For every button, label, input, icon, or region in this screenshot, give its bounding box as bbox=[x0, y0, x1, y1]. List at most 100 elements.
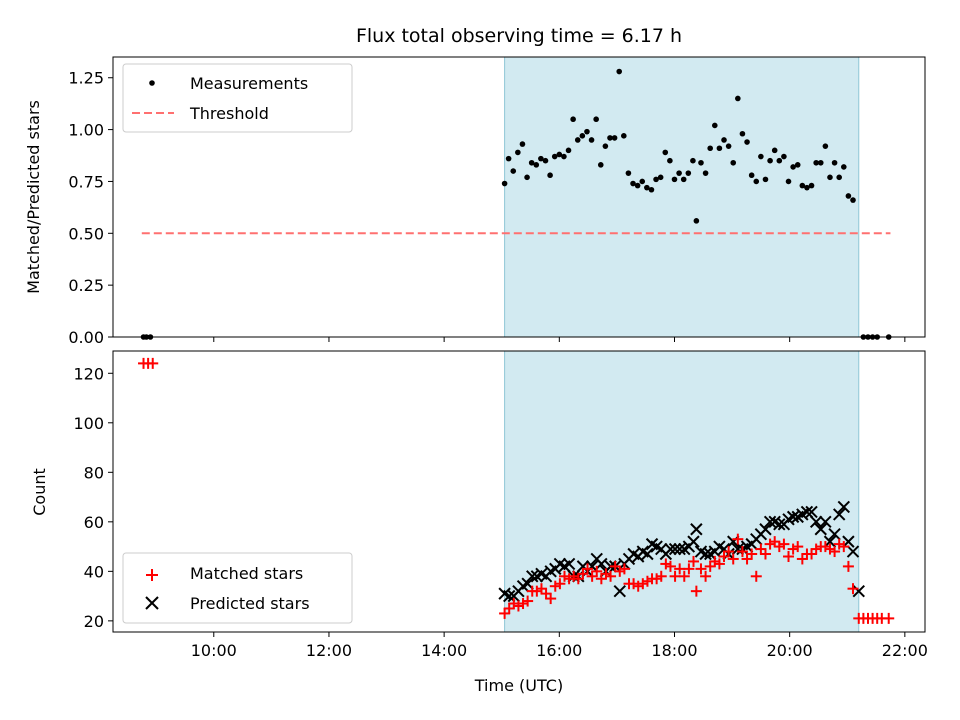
measurement-point bbox=[528, 159, 535, 166]
matched-star-point bbox=[778, 538, 790, 550]
count-panel-frame bbox=[112, 350, 926, 633]
measurement-point bbox=[561, 153, 567, 160]
predicted-star-point bbox=[668, 542, 682, 556]
predicted-star-point bbox=[526, 570, 539, 583]
measurement-point bbox=[667, 157, 673, 164]
matched-star-point bbox=[723, 546, 735, 558]
measurement-point bbox=[712, 122, 718, 129]
legend-measurements-marker bbox=[149, 80, 155, 86]
measurement-point bbox=[767, 157, 773, 164]
legend-matched-label: Matched stars bbox=[190, 564, 303, 583]
ratio-panel: 0.00 0.25 0.50 0.75 1.00 1.25 Matched/Predict… bbox=[24, 56, 926, 347]
predicted-star-point bbox=[805, 505, 818, 519]
predicted-star-point bbox=[664, 542, 677, 556]
measurement-point bbox=[565, 147, 572, 154]
matched-star-point bbox=[664, 560, 676, 572]
measurement-point bbox=[690, 157, 696, 164]
measurement-point bbox=[593, 116, 599, 123]
matched-star-point bbox=[695, 563, 707, 575]
measurement-point bbox=[725, 143, 732, 149]
matched-star-point bbox=[847, 583, 859, 595]
count-x-axis: 10:00 12:00 14:00 16:00 18:00 20:00 22:00 bbox=[191, 632, 928, 660]
y-tick-label: 100 bbox=[73, 414, 104, 433]
measurement-point bbox=[653, 176, 659, 183]
count-legend: Matched stars Predicted stars bbox=[122, 552, 353, 624]
matched-star-point bbox=[783, 550, 795, 562]
matched-star-point bbox=[713, 558, 725, 570]
measurement-point bbox=[744, 139, 750, 145]
observing-window-band bbox=[504, 56, 860, 338]
matched-star-point bbox=[582, 563, 594, 575]
x-tick-label: 14:00 bbox=[421, 641, 467, 660]
matched-star-point bbox=[687, 555, 699, 567]
measurement-point bbox=[702, 170, 709, 176]
y-tick-label: 20 bbox=[84, 612, 104, 631]
x-tick-label: 10:00 bbox=[191, 641, 237, 660]
predicted-star-point bbox=[832, 508, 846, 521]
matched-star-point bbox=[690, 585, 702, 597]
measurement-point bbox=[676, 170, 682, 176]
measurement-point bbox=[680, 176, 687, 183]
measurement-point bbox=[556, 151, 563, 158]
measurement-point bbox=[662, 149, 669, 156]
ratio-y-label: Matched/Predicted stars bbox=[24, 100, 43, 294]
predicted-star-point bbox=[673, 542, 686, 556]
measurement-point bbox=[519, 141, 526, 147]
predicted-star-point bbox=[846, 545, 860, 558]
matched-star-point bbox=[732, 533, 744, 545]
predicted-star-point bbox=[690, 523, 703, 536]
measurement-point bbox=[808, 182, 815, 189]
y-tick-label: 40 bbox=[84, 562, 104, 581]
measurement-point bbox=[716, 145, 723, 152]
measurement-point bbox=[758, 153, 764, 160]
measurement-point bbox=[602, 143, 609, 149]
y-tick-label: 1.25 bbox=[68, 69, 104, 88]
count-y-label: Count bbox=[30, 468, 49, 516]
measurement-point bbox=[547, 172, 553, 179]
legend-measurements-label: Measurements bbox=[190, 74, 308, 93]
legend-matched-marker bbox=[146, 569, 158, 581]
y-tick-label: 0.50 bbox=[68, 224, 104, 243]
measurement-point bbox=[634, 182, 641, 189]
measurement-point bbox=[776, 157, 783, 164]
measurement-point bbox=[817, 159, 824, 166]
measurement-point bbox=[831, 159, 838, 166]
measurement-point bbox=[648, 186, 655, 193]
measurement-point bbox=[721, 137, 727, 143]
matched-star-point bbox=[727, 553, 739, 565]
measurement-point bbox=[542, 157, 549, 164]
y-tick-label: 0.75 bbox=[68, 172, 104, 191]
measurement-point bbox=[748, 172, 755, 179]
predicted-star-point bbox=[699, 547, 712, 561]
measurement-point bbox=[505, 155, 512, 162]
matched-stars-series bbox=[138, 357, 895, 624]
matched-star-point bbox=[678, 570, 690, 582]
measurement-point bbox=[693, 218, 700, 224]
measurement-point bbox=[730, 159, 737, 166]
predicted-star-point bbox=[819, 515, 832, 529]
measurement-point bbox=[850, 197, 856, 203]
ratio-legend: Measurements Threshold bbox=[122, 63, 353, 133]
measurement-point bbox=[836, 174, 842, 181]
measurement-point bbox=[570, 116, 576, 123]
measurement-point bbox=[644, 184, 650, 191]
matched-star-point bbox=[838, 541, 850, 553]
measurement-point bbox=[515, 149, 521, 156]
matched-star-point bbox=[522, 595, 534, 607]
measurement-point bbox=[739, 130, 746, 137]
matched-star-point bbox=[759, 548, 771, 560]
measurement-point bbox=[762, 176, 769, 183]
measurement-point bbox=[841, 164, 847, 170]
x-tick-label: 20:00 bbox=[767, 641, 813, 660]
predicted-star-point bbox=[763, 515, 777, 529]
measurement-point bbox=[753, 178, 760, 185]
measurement-point bbox=[524, 174, 530, 181]
measurement-point bbox=[579, 133, 586, 139]
matched-star-point bbox=[554, 578, 566, 590]
measurement-point bbox=[785, 178, 792, 185]
matched-star-point bbox=[736, 546, 748, 558]
measurement-point bbox=[698, 159, 704, 166]
measurement-point bbox=[625, 170, 632, 176]
measurement-point bbox=[510, 168, 517, 174]
